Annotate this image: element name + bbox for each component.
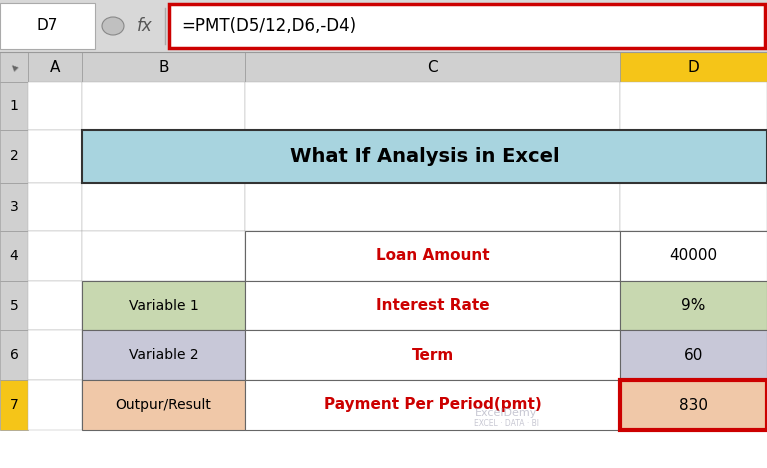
Text: 6: 6 — [9, 348, 18, 362]
Bar — [28, 82, 82, 130]
Bar — [245, 330, 620, 380]
Text: B: B — [158, 59, 169, 74]
Ellipse shape — [102, 17, 124, 35]
Text: ◀: ◀ — [8, 61, 19, 73]
Text: A: A — [50, 59, 60, 74]
Text: Outpur/Result: Outpur/Result — [116, 398, 212, 412]
Bar — [0, 380, 28, 430]
Text: 7: 7 — [10, 398, 18, 412]
Bar — [82, 82, 245, 130]
Bar — [245, 82, 620, 130]
Bar — [0, 183, 28, 231]
Bar — [28, 281, 82, 330]
Bar — [0, 52, 28, 82]
Bar — [82, 52, 245, 82]
Text: What If Analysis in Excel: What If Analysis in Excel — [290, 147, 559, 166]
Bar — [82, 231, 245, 281]
Bar — [0, 281, 28, 330]
Text: 3: 3 — [10, 200, 18, 214]
Bar — [82, 281, 245, 330]
Text: 1: 1 — [9, 99, 18, 113]
Bar — [0, 130, 28, 183]
Bar — [82, 130, 767, 183]
Text: 60: 60 — [684, 348, 703, 363]
Text: 4: 4 — [10, 249, 18, 263]
Bar — [169, 4, 765, 48]
Text: 5: 5 — [10, 299, 18, 313]
Bar — [28, 380, 82, 430]
Text: 40000: 40000 — [670, 249, 718, 263]
Bar — [245, 231, 620, 281]
Bar — [620, 380, 767, 430]
Bar — [0, 82, 28, 130]
Bar — [82, 330, 245, 380]
Bar — [0, 3, 95, 49]
Text: Term: Term — [411, 348, 453, 363]
Bar — [28, 52, 82, 82]
Bar — [28, 231, 82, 281]
Bar — [245, 183, 620, 231]
Text: Payment Per Period(pmt): Payment Per Period(pmt) — [324, 397, 542, 412]
Bar — [82, 380, 245, 430]
Text: Variable 2: Variable 2 — [129, 348, 199, 362]
Bar — [620, 380, 767, 430]
Bar — [28, 130, 82, 183]
Text: EXCEL · DATA · BI: EXCEL · DATA · BI — [473, 419, 538, 428]
Bar — [245, 281, 620, 330]
Text: ExcelDemy: ExcelDemy — [475, 408, 537, 417]
Bar — [620, 183, 767, 231]
Text: 9%: 9% — [681, 298, 706, 313]
Bar — [28, 330, 82, 380]
Bar — [0, 0, 767, 52]
Bar — [245, 380, 620, 430]
Text: D: D — [688, 59, 700, 74]
Bar — [28, 183, 82, 231]
Bar — [620, 281, 767, 330]
Text: Loan Amount: Loan Amount — [376, 249, 489, 263]
Bar — [0, 330, 28, 380]
Text: C: C — [427, 59, 438, 74]
Bar — [0, 231, 28, 281]
Bar — [82, 183, 245, 231]
Bar — [620, 82, 767, 130]
Text: =PMT(D5/12,D6,-D4): =PMT(D5/12,D6,-D4) — [181, 17, 356, 35]
Text: Variable 1: Variable 1 — [129, 299, 199, 313]
Text: Interest Rate: Interest Rate — [376, 298, 489, 313]
Text: fx: fx — [137, 17, 153, 35]
Bar — [620, 231, 767, 281]
Bar — [620, 52, 767, 82]
Bar — [620, 330, 767, 380]
Text: D7: D7 — [37, 19, 58, 34]
Text: 2: 2 — [10, 149, 18, 163]
Text: 830: 830 — [679, 397, 708, 412]
Bar — [245, 52, 620, 82]
